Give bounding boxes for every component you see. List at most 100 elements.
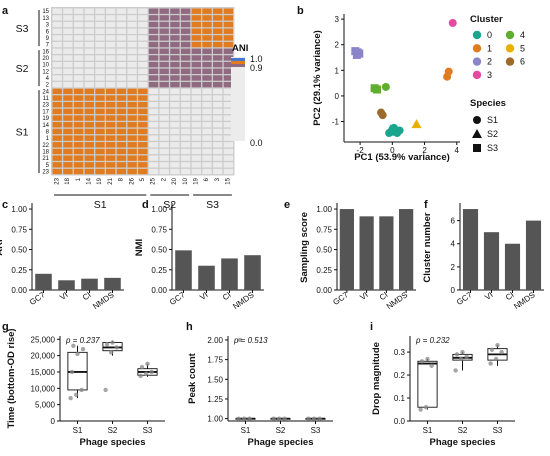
- heatmap-cell: [73, 88, 84, 95]
- bar-nmds: [525, 220, 542, 290]
- bar-gc7: [339, 209, 354, 290]
- heatmap-cell: [63, 21, 73, 28]
- p-value-annotation: p = 0.232: [415, 336, 450, 345]
- heatmap-cell: [95, 28, 105, 34]
- box-y-tick-label: 0.1: [394, 394, 406, 403]
- heatmap-cell: [95, 155, 105, 161]
- heatmap-cell: [73, 48, 84, 54]
- heatmap-col-label: 26: [129, 177, 135, 184]
- box-point: [138, 373, 143, 379]
- heatmap-cell: [170, 88, 180, 95]
- heatmap-cell: [191, 8, 201, 14]
- heatmap-cell: [127, 8, 137, 14]
- bar-x-tick-label: CI: [378, 290, 390, 302]
- heatmap-cell: [223, 28, 234, 34]
- heatmap-cell: [159, 148, 169, 155]
- heatmap-cell: [116, 102, 127, 108]
- heatmap-cell: [159, 108, 169, 115]
- bar-x-tick-label: CI: [504, 290, 516, 302]
- heatmap-cell: [127, 15, 137, 21]
- heatmap-cell: [138, 35, 148, 41]
- heatmap-cell: [223, 162, 234, 168]
- heatmap-cell: [116, 135, 127, 141]
- heatmap-cell: [95, 8, 105, 14]
- heatmap-cell: [148, 8, 159, 14]
- heatmap-cell: [191, 15, 201, 21]
- heatmap-cell: [159, 48, 169, 54]
- panel-h-box-peak: 1.00 1.25 1.50 1.75 2.00 S1 S2 S3 p = 0.513 Phage…: [187, 336, 333, 448]
- heatmap-cell: [116, 155, 127, 161]
- box-point: [453, 368, 458, 373]
- heatmap-cell: [116, 168, 127, 175]
- bar-vi: [359, 216, 374, 290]
- bar-y-tick-label: 0.00: [151, 286, 167, 295]
- heatmap-cell: [148, 115, 159, 121]
- box-x-axis-title: Phage species: [79, 437, 145, 448]
- heatmap-cell: [116, 48, 127, 54]
- heatmap-cell: [138, 128, 148, 135]
- heatmap-cell: [138, 155, 148, 161]
- heatmap-cell: [202, 128, 212, 135]
- heatmap-cell: [180, 142, 191, 148]
- heatmap-cell: [63, 28, 73, 34]
- heatmap-row-label: 23: [42, 103, 49, 109]
- heatmap-cell: [84, 95, 94, 101]
- box-point: [419, 359, 425, 364]
- box-point: [271, 416, 276, 421]
- heatmap-cell: [84, 21, 94, 28]
- heatmap-cell: [84, 68, 94, 74]
- heatmap-cell: [148, 142, 159, 148]
- heatmap-col-label: 5: [140, 177, 146, 181]
- scatter-y-tick-label: 1: [335, 66, 340, 75]
- box-point: [458, 356, 464, 362]
- heatmap-cell: [202, 142, 212, 148]
- species-legend-swatch: [473, 144, 481, 152]
- heatmap-cell: [213, 8, 223, 14]
- box-point: [464, 354, 469, 359]
- box-y-axis-title: Drop magnitude: [371, 342, 382, 415]
- heatmap-cell: [63, 88, 73, 95]
- box-point: [488, 361, 493, 366]
- heatmap-cell: [202, 35, 212, 41]
- heatmap-cell: [84, 142, 94, 148]
- heatmap-cell: [52, 122, 62, 128]
- heatmap-cell: [116, 41, 127, 48]
- heatmap-cell: [73, 142, 84, 148]
- heatmap-cell: [52, 168, 62, 175]
- heatmap-cell: [191, 162, 201, 168]
- heatmap-cell: [170, 35, 180, 41]
- box-point: [237, 337, 243, 343]
- heatmap-col-label: 21: [108, 177, 114, 184]
- heatmap-cell: [191, 142, 201, 148]
- bar-x-tick-label: VI: [483, 290, 494, 302]
- heatmap-cell: [202, 68, 212, 74]
- heatmap-cell: [148, 28, 159, 34]
- heatmap-cell: [180, 95, 191, 101]
- heatmap-row-label: 3: [46, 23, 50, 29]
- bar-x-tick-label: VI: [358, 290, 369, 302]
- heatmap-cell: [223, 115, 234, 121]
- heatmap-row-label: 13: [42, 16, 49, 22]
- heatmap-cell: [95, 108, 105, 115]
- bar-y-tick-label: 0.25: [11, 266, 27, 275]
- species-legend-swatch: [472, 129, 482, 138]
- panel-label-f: f: [424, 199, 428, 211]
- bar-nmds: [244, 255, 261, 290]
- heatmap-cell: [202, 115, 212, 121]
- heatmap-cell: [63, 155, 73, 161]
- scatter-point: [373, 85, 382, 94]
- heatmap-row-label: 5: [46, 163, 50, 169]
- heatmap-cell: [223, 75, 234, 81]
- panel-i-box-drop: 0.0 0.1 0.2 0.3 S1 S2 S3 p = 0.232 Phage species…: [371, 336, 515, 448]
- box-point: [75, 351, 80, 357]
- heatmap-cell: [106, 162, 116, 168]
- panel-label-b: b: [297, 5, 304, 17]
- heatmap-cell: [106, 8, 116, 14]
- heatmap-cell: [116, 75, 127, 81]
- heatmap-cell: [95, 95, 105, 101]
- heatmap-cell: [170, 15, 180, 21]
- heatmap-cell: [159, 28, 169, 34]
- heatmap-cell: [191, 155, 201, 161]
- heatmap-cell: [223, 15, 234, 21]
- heatmap-cell: [180, 81, 191, 88]
